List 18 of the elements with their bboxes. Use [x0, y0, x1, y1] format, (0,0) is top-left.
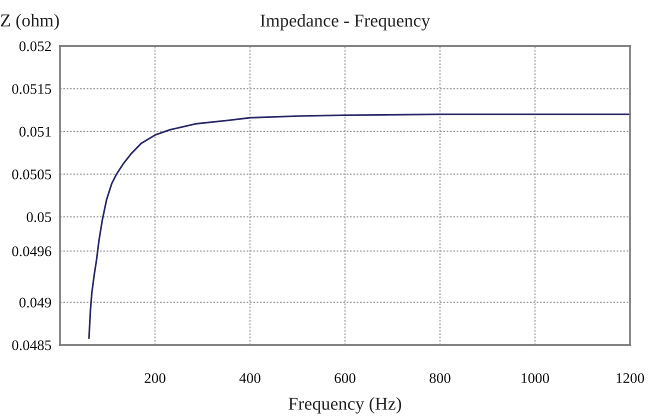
y-tick-label: 0.0515 — [12, 84, 52, 94]
x-tick-label: 600 — [334, 373, 356, 384]
y-axis-title: Z (ohm) — [0, 14, 59, 30]
y-tick-label: 0.0505 — [12, 170, 52, 180]
chart-title: Impedance - Frequency — [260, 14, 430, 30]
y-tick-label: 0.049 — [19, 298, 52, 308]
y-tick-label: 0.0496 — [12, 246, 52, 256]
x-tick-label: 400 — [239, 373, 260, 384]
y-tick-label: 0.051 — [19, 126, 51, 137]
x-axis-title: Frequency (Hz) — [288, 397, 402, 414]
x-tick-label: 1000 — [522, 373, 550, 384]
x-tick-label: 1200 — [616, 373, 644, 384]
x-tick-label: 200 — [144, 373, 166, 384]
x-tick-label: 800 — [430, 373, 450, 384]
line-series — [88, 114, 630, 339]
y-tick-label: 0.052 — [19, 41, 51, 52]
y-tick-label: 0.0485 — [12, 340, 52, 350]
y-tick-label: 0.05 — [26, 212, 52, 222]
